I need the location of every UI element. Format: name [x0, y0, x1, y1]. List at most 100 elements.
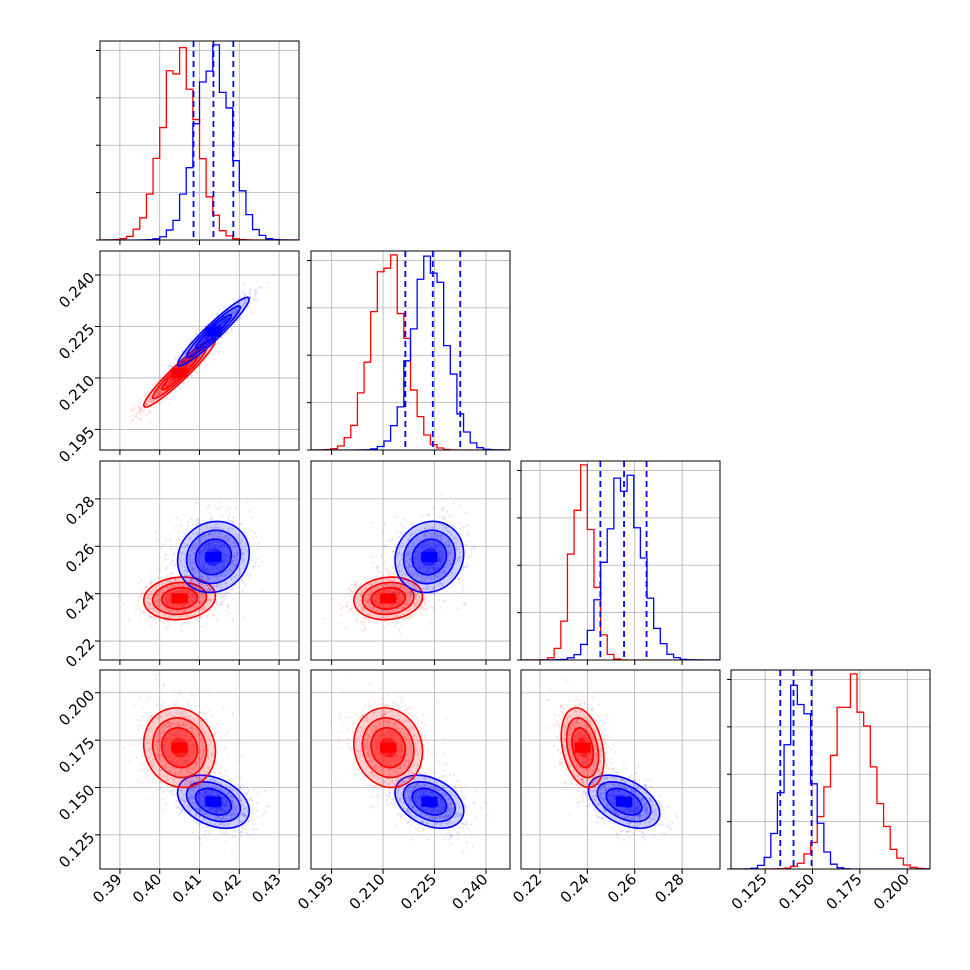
- scatter-point: [149, 603, 152, 606]
- scatter-point: [424, 570, 427, 573]
- scatter-point: [167, 610, 171, 613]
- scatter-point: [449, 562, 452, 565]
- scatter-point: [148, 411, 152, 414]
- scatter-point: [148, 572, 152, 575]
- scatter-point: [409, 590, 412, 594]
- scatter-point: [220, 560, 224, 563]
- scatter-point: [192, 567, 195, 571]
- scatter-point: [132, 408, 135, 411]
- scatter-point: [197, 518, 200, 521]
- scatter-point: [212, 567, 215, 570]
- scatter-point: [440, 561, 443, 565]
- scatter-point: [147, 397, 150, 401]
- scatter-point: [212, 579, 215, 583]
- scatter-point: [392, 590, 395, 594]
- scatter-point: [420, 578, 424, 581]
- scatter-point: [234, 310, 238, 313]
- scatter-point: [422, 543, 426, 546]
- scatter-point: [185, 589, 188, 592]
- scatter-point: [138, 405, 141, 409]
- panel-0-0-content: [100, 41, 299, 240]
- scatter-point: [164, 384, 167, 387]
- scatter-point: [175, 548, 179, 551]
- scatter-point: [407, 602, 411, 606]
- scatter-point: [155, 394, 158, 397]
- scatter-point: [364, 598, 368, 602]
- scatter-point: [206, 577, 209, 580]
- scatter-point: [205, 567, 208, 571]
- scatter-point: [152, 400, 155, 403]
- scatter-point: [409, 591, 413, 594]
- scatter-point: [177, 589, 181, 592]
- scatter-point: [226, 591, 229, 594]
- scatter-point: [156, 576, 160, 580]
- scatter-point: [368, 599, 371, 602]
- scatter-point: [238, 294, 242, 298]
- scatter-point: [215, 575, 218, 578]
- scatter-point: [206, 571, 210, 574]
- scatter-point: [194, 547, 197, 551]
- scatter-point: [420, 576, 424, 579]
- scatter-point: [158, 375, 162, 379]
- scatter-point: [426, 585, 430, 589]
- scatter-point: [134, 414, 138, 417]
- scatter-point: [229, 568, 232, 571]
- scatter-point: [374, 594, 377, 597]
- scatter-point: [388, 604, 392, 608]
- scatter-point: [205, 614, 208, 617]
- scatter-point: [173, 578, 177, 581]
- scatter-point: [240, 556, 244, 559]
- scatter-point: [191, 593, 194, 597]
- scatter-point: [227, 549, 230, 552]
- scatter-point: [459, 572, 462, 575]
- scatter-point: [422, 545, 426, 548]
- scatter-point: [381, 584, 384, 587]
- scatter-point: [181, 605, 185, 609]
- scatter-point: [223, 594, 226, 598]
- scatter-point: [359, 592, 362, 595]
- scatter-point: [157, 604, 160, 608]
- scatter-point: [450, 571, 454, 575]
- scatter-point: [212, 533, 216, 536]
- scatter-point: [208, 589, 212, 592]
- scatter-point: [184, 357, 188, 361]
- scatter-point: [174, 609, 177, 612]
- scatter-point: [185, 528, 188, 532]
- scatter-point: [150, 400, 154, 403]
- scatter-point: [230, 330, 234, 333]
- scatter-point: [393, 610, 396, 613]
- scatter-point: [223, 307, 226, 310]
- scatter-point: [368, 589, 372, 593]
- scatter-point: [168, 575, 171, 578]
- scatter-point: [143, 611, 146, 615]
- scatter-point: [397, 592, 400, 595]
- scatter-point: [206, 322, 210, 325]
- scatter-point: [201, 519, 205, 523]
- scatter-point: [193, 572, 197, 575]
- scatter-point: [152, 616, 156, 619]
- scatter-point: [156, 593, 160, 596]
- scatter-point: [386, 615, 390, 618]
- scatter-point: [130, 409, 133, 413]
- scatter-point: [222, 559, 225, 563]
- scatter-point: [195, 501, 198, 505]
- scatter-point: [139, 412, 142, 416]
- scatter-point: [394, 546, 397, 550]
- scatter-point: [425, 577, 428, 580]
- scatter-point: [384, 604, 387, 607]
- scatter-point: [414, 591, 417, 595]
- scatter-point: [432, 585, 435, 589]
- scatter-point: [198, 355, 202, 358]
- scatter-point: [216, 575, 220, 578]
- scatter-point: [391, 550, 395, 553]
- scatter-point: [221, 543, 224, 547]
- scatter-point: [216, 541, 219, 544]
- scatter-point: [189, 549, 193, 552]
- scatter-point: [184, 358, 187, 361]
- scatter-point: [167, 614, 171, 618]
- scatter-point: [440, 554, 444, 557]
- scatter-point: [198, 539, 201, 543]
- scatter-point: [170, 584, 174, 588]
- scatter-point: [415, 576, 418, 579]
- scatter-point: [390, 584, 394, 587]
